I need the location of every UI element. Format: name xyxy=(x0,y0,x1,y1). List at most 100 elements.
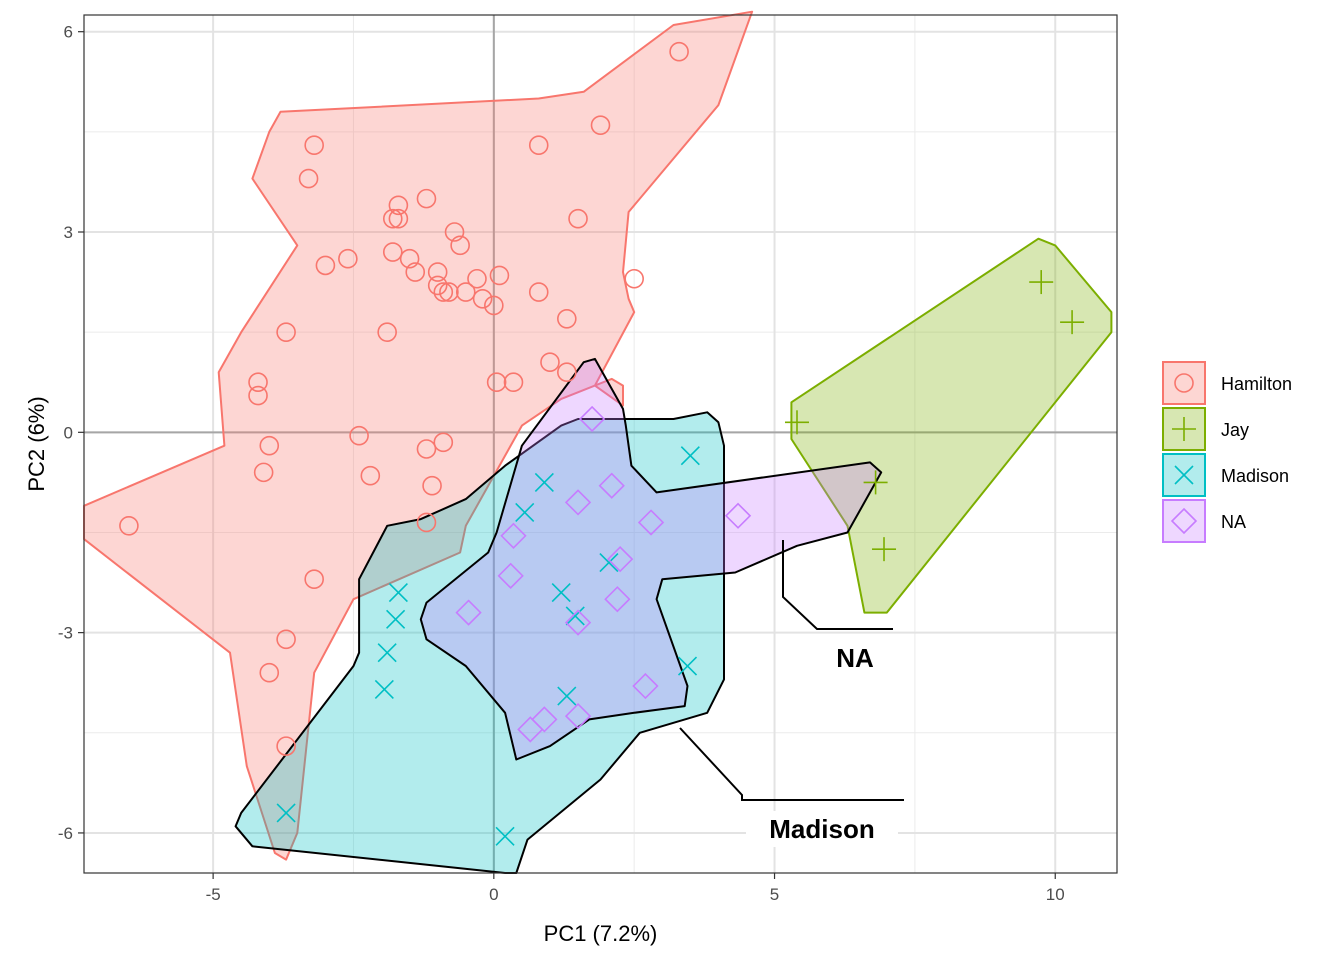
point-hamilton xyxy=(388,208,409,229)
point-hamilton xyxy=(557,309,577,329)
data-points xyxy=(119,41,1085,846)
zero-lines xyxy=(84,15,1117,873)
legend-symbol-na xyxy=(1170,507,1198,535)
point-hamilton xyxy=(119,515,139,536)
point-hamilton xyxy=(472,288,493,309)
x-tick-label: 10 xyxy=(1046,885,1065,904)
point-hamilton xyxy=(276,736,296,756)
hull-madison xyxy=(234,411,725,874)
point-na xyxy=(637,509,665,536)
legend-label: NA xyxy=(1221,512,1246,532)
point-hamilton xyxy=(276,322,296,342)
point-na xyxy=(564,609,592,636)
legend-item-hamilton: Hamilton xyxy=(1162,361,1292,405)
point-hamilton xyxy=(489,265,510,286)
point-madison xyxy=(551,582,571,603)
point-hamilton xyxy=(433,432,454,453)
point-madison xyxy=(374,679,394,699)
point-hamilton xyxy=(248,372,268,393)
point-hamilton xyxy=(360,465,381,486)
y-tick-label: 6 xyxy=(64,23,73,42)
axes: -5 0 5 10 -6 -3 0 3 6 xyxy=(58,23,1065,904)
point-na xyxy=(564,702,592,730)
point-hamilton xyxy=(276,629,296,650)
legend-label: Madison xyxy=(1221,466,1289,486)
point-madison xyxy=(386,609,406,629)
point-hamilton xyxy=(399,248,420,269)
point-hamilton xyxy=(484,295,504,316)
legend-symbol-madison xyxy=(1174,465,1194,485)
y-tick-label: 3 xyxy=(64,223,73,242)
legend: Hamilton Jay Madison NA xyxy=(1162,361,1292,543)
legend-item-na: NA xyxy=(1162,499,1246,543)
point-madison xyxy=(599,552,619,573)
point-hamilton xyxy=(450,235,470,256)
x-axis-title: PC1 (7.2%) xyxy=(544,921,658,946)
madison-annotation-background xyxy=(746,811,898,847)
point-hamilton xyxy=(503,372,524,393)
x-tick-label: 5 xyxy=(770,885,779,904)
point-madison xyxy=(680,446,700,466)
point-madison xyxy=(276,803,296,823)
madison-annotation-leader xyxy=(679,727,904,801)
point-hamilton xyxy=(624,268,644,289)
point-hamilton xyxy=(338,248,358,269)
legend-key xyxy=(1162,499,1206,543)
point-hamilton xyxy=(298,168,319,189)
point-hamilton xyxy=(528,135,549,156)
point-jay xyxy=(1060,310,1085,335)
hull-jay xyxy=(790,237,1113,614)
annotations: NA Madison xyxy=(679,540,904,847)
point-jay xyxy=(863,470,888,495)
point-hamilton xyxy=(349,425,369,446)
legend-item-madison: Madison xyxy=(1162,453,1289,497)
point-na xyxy=(607,546,634,573)
panel-border xyxy=(83,14,1118,874)
point-hamilton xyxy=(382,242,403,262)
legend-label: Jay xyxy=(1221,420,1249,440)
y-axis-title: PC2 (6%) xyxy=(24,396,49,491)
point-hamilton xyxy=(304,569,324,590)
point-madison xyxy=(557,686,577,706)
point-na xyxy=(564,489,592,516)
point-na xyxy=(604,586,631,613)
point-madison xyxy=(565,606,585,626)
point-hamilton xyxy=(416,188,437,209)
point-madison xyxy=(388,582,408,603)
point-na xyxy=(500,522,527,549)
point-jay xyxy=(784,410,809,435)
point-hamilton xyxy=(427,275,448,296)
point-hamilton xyxy=(669,41,689,62)
point-na xyxy=(497,562,524,590)
point-hamilton xyxy=(568,208,588,229)
y-tick-label: -3 xyxy=(58,624,73,643)
panel-background xyxy=(84,15,1117,873)
point-hamilton xyxy=(304,135,324,156)
point-hamilton xyxy=(382,208,403,229)
point-hamilton xyxy=(377,322,397,342)
point-hamilton xyxy=(253,462,274,483)
x-tick-label: -5 xyxy=(206,885,221,904)
point-hamilton xyxy=(405,262,426,282)
point-hamilton xyxy=(259,435,280,456)
point-na xyxy=(724,502,752,529)
point-hamilton xyxy=(248,385,268,406)
point-madison xyxy=(377,643,397,663)
y-tick-label: 0 xyxy=(64,423,73,442)
point-madison xyxy=(677,656,698,676)
point-hamilton xyxy=(259,662,280,683)
hull-na xyxy=(419,357,883,761)
point-na xyxy=(578,405,606,433)
point-madison xyxy=(534,472,554,492)
point-hamilton xyxy=(486,372,507,393)
point-hamilton xyxy=(557,362,577,383)
legend-item-jay: Jay xyxy=(1162,407,1249,451)
point-hamilton xyxy=(528,282,549,302)
point-hamilton xyxy=(439,282,459,302)
legend-symbol-hamilton xyxy=(1174,373,1194,393)
point-hamilton xyxy=(427,262,448,282)
point-hamilton xyxy=(455,282,476,302)
madison-annotation-label: Madison xyxy=(769,814,874,844)
point-na xyxy=(455,599,482,626)
point-hamilton xyxy=(444,222,465,242)
